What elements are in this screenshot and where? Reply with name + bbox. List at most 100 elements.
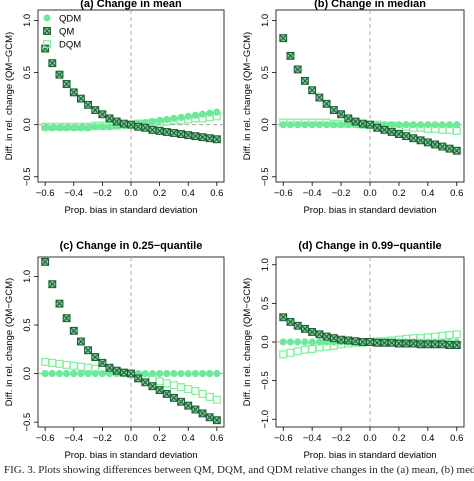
qm-point-cross: [387, 128, 396, 136]
x-axis-label: Prop. bias in standard deviation: [64, 450, 197, 461]
qdm-point: [279, 121, 287, 129]
qdm-point: [63, 124, 71, 132]
qm-point: [76, 337, 85, 346]
x-tick-label: −0.4: [64, 433, 83, 444]
qm-point-cross: [127, 369, 135, 378]
dqm-point: [62, 360, 71, 369]
qm-point-cross: [395, 339, 403, 348]
qm-point-cross: [105, 363, 114, 372]
qm-point: [84, 346, 93, 355]
dqm-point: [279, 350, 288, 359]
qm-point-cross: [184, 401, 193, 410]
qm-point: [329, 334, 338, 343]
qm-point-cross: [213, 416, 221, 424]
qm-point: [445, 341, 454, 350]
dqm-point: [48, 358, 57, 367]
x-tick-label: 0.4: [421, 433, 434, 444]
qm-point-cross: [62, 80, 71, 88]
qm-point-cross: [416, 136, 425, 145]
x-tick-label: −0.2: [332, 188, 351, 199]
qm-point: [337, 110, 346, 119]
qm-point-cross: [170, 394, 178, 402]
qdm-point: [438, 121, 446, 129]
dqm-point: [155, 377, 164, 386]
qm-point: [351, 117, 360, 126]
qm-point: [134, 374, 143, 383]
series-qm: [41, 257, 221, 425]
qm-point-cross: [373, 124, 382, 132]
y-tick-label: 1.0: [260, 14, 271, 27]
qm-point: [134, 122, 143, 131]
qm-point-cross: [409, 339, 418, 348]
qm-point-cross: [279, 34, 288, 42]
y-tick-label: 0.0: [260, 335, 271, 348]
dqm-point: [452, 330, 461, 339]
qm-point: [184, 401, 193, 410]
qm-point: [308, 86, 317, 95]
x-tick-label: −0.2: [93, 188, 112, 199]
qm-point: [315, 93, 324, 102]
x-tick-label: 0.2: [392, 188, 405, 199]
qdm-point: [148, 369, 157, 378]
panel-d: (d) Change in 0.99−quantile −0.6 −0.4 −0.2 0…: [242, 240, 465, 461]
qm-point-cross: [351, 117, 360, 126]
qm-point: [177, 397, 186, 406]
qdm-point: [301, 121, 309, 129]
qm-point-cross: [213, 135, 221, 144]
qdm-point: [308, 121, 316, 129]
qdm-point: [70, 124, 78, 132]
x-tick-label: 0.0: [363, 433, 376, 444]
qm-point-cross: [308, 86, 316, 95]
qm-point: [198, 409, 207, 418]
qm-point: [387, 128, 396, 136]
y-tick-label: 1.0: [22, 270, 33, 283]
qm-point: [127, 120, 135, 129]
qdm-point: [105, 123, 114, 131]
qdm-point: [170, 369, 178, 378]
qm-point: [286, 317, 295, 326]
y-axis-label: Diff. in rel. change (QM−GCM): [242, 278, 253, 406]
qdm-point: [98, 369, 106, 378]
qm-point-cross: [337, 335, 345, 344]
qm-point: [91, 106, 100, 115]
qm-point-cross: [69, 327, 78, 335]
qm-point-cross: [162, 128, 171, 136]
qm-point: [98, 110, 107, 119]
dqm-point: [55, 359, 64, 368]
dqm-point: [169, 381, 178, 390]
y-tick-label: 0.5: [22, 66, 33, 79]
qdm-point: [198, 369, 207, 378]
qm-point-cross: [308, 328, 316, 336]
qm-point-cross: [301, 77, 309, 85]
qm-point: [337, 335, 346, 344]
qm-point-cross: [366, 120, 374, 129]
panel-title: (a) Change in mean: [80, 0, 182, 10]
qm-point-cross: [112, 117, 121, 126]
qm-point-cross: [366, 338, 374, 346]
qm-point: [402, 339, 411, 348]
qm-point-cross: [424, 138, 432, 147]
qdm-point: [55, 124, 64, 132]
x-tick-label: −0.4: [303, 433, 322, 444]
y-tick-label: −0.5: [260, 167, 271, 186]
qm-point: [300, 324, 309, 333]
y-tick-label: 0.0: [22, 118, 33, 131]
dqm-point: [69, 361, 78, 370]
qm-point: [452, 146, 461, 155]
qm-point: [300, 76, 309, 85]
qm-point: [380, 125, 389, 134]
qdm-point: [91, 123, 99, 131]
qm-point: [162, 390, 171, 398]
qm-point: [212, 135, 221, 144]
qm-point: [438, 340, 447, 349]
qdm-point: [41, 124, 49, 132]
x-tick-label: 0.0: [124, 188, 137, 199]
qm-point-cross: [91, 106, 100, 114]
figure-caption: FIG. 3. Plots showing differences betwee…: [4, 464, 474, 476]
qm-point-cross: [84, 101, 92, 109]
qm-point-cross: [322, 100, 331, 108]
qm-point: [55, 70, 64, 79]
qdm-point: [91, 369, 99, 378]
qm-point-cross: [402, 132, 410, 140]
qm-point: [162, 128, 171, 136]
